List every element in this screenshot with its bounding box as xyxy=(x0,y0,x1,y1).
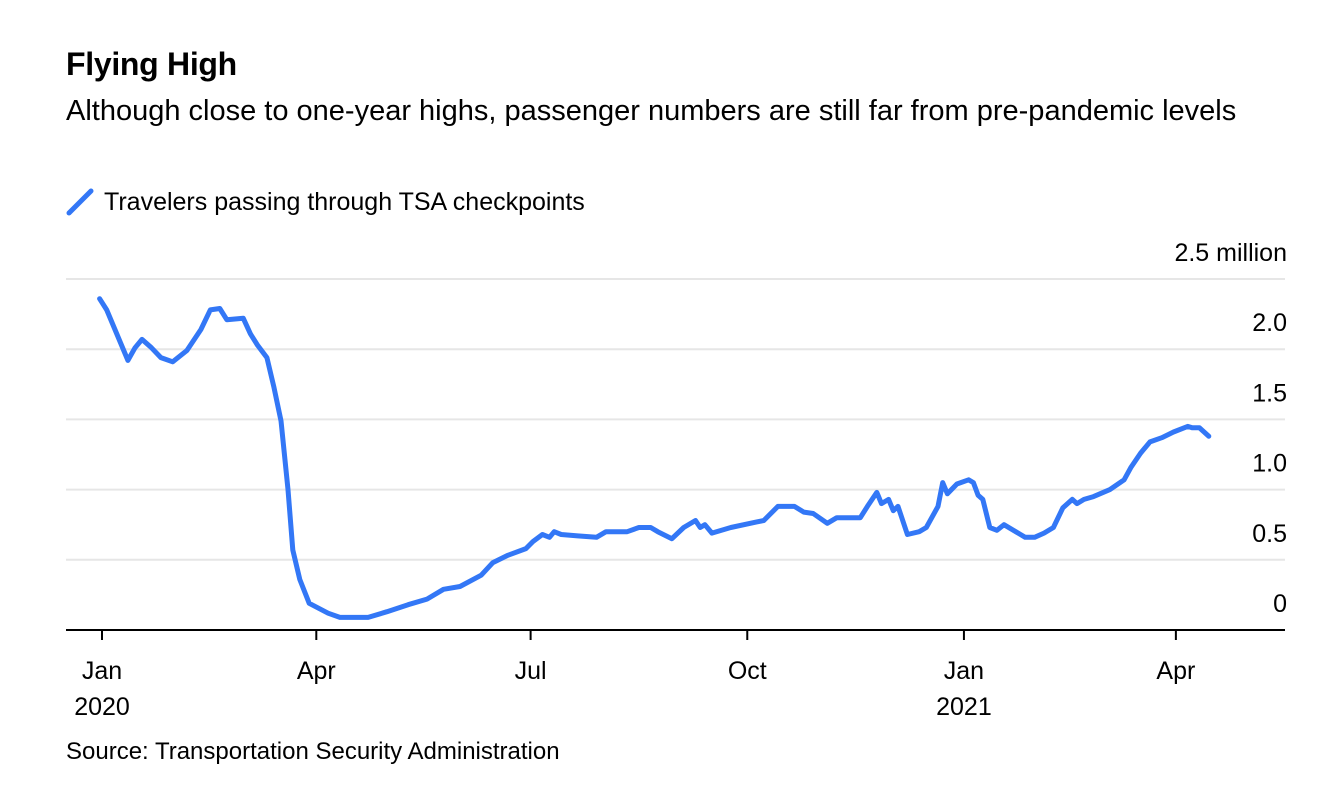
x-tick-label: Jan xyxy=(82,657,122,685)
y-tick-label: 0 xyxy=(1273,590,1287,618)
x-tick-label: Jan xyxy=(944,657,984,685)
source-note: Source: Transportation Security Administ… xyxy=(66,738,560,765)
diagonal-line-icon xyxy=(66,188,94,216)
x-tick-label: Apr xyxy=(1156,657,1195,685)
x-tick-label: Oct xyxy=(728,657,767,685)
y-tick-label: 1.0 xyxy=(1252,450,1287,478)
y-tick-label: 0.5 xyxy=(1252,520,1287,548)
y-tick-label: 2.0 xyxy=(1252,309,1287,337)
x-axis: Jan 2020 Apr Jul Oct Jan 2021 Apr xyxy=(66,629,1285,721)
y-tick-label: 2.5 million xyxy=(1174,239,1287,267)
x-tick-year-label: 2020 xyxy=(74,693,130,721)
legend-label: Travelers passing through TSA checkpoint… xyxy=(104,187,585,216)
gridlines xyxy=(66,278,1285,561)
y-axis: 0 0.5 1.0 1.5 2.0 2.5 million xyxy=(1174,239,1287,618)
x-tick-label: Apr xyxy=(297,657,336,685)
series-layer xyxy=(97,296,1212,620)
chart-title: Flying High xyxy=(66,46,237,82)
legend-swatch xyxy=(66,188,94,216)
chart-subtitle: Although close to one-year highs, passen… xyxy=(66,95,1237,127)
y-tick-label: 1.5 xyxy=(1252,379,1287,407)
legend: Travelers passing through TSA checkpoint… xyxy=(66,184,585,220)
x-tick-year-label: 2021 xyxy=(936,693,992,721)
x-tick-label: Jul xyxy=(515,657,547,685)
series-line-tsa-travelers xyxy=(97,296,1212,620)
